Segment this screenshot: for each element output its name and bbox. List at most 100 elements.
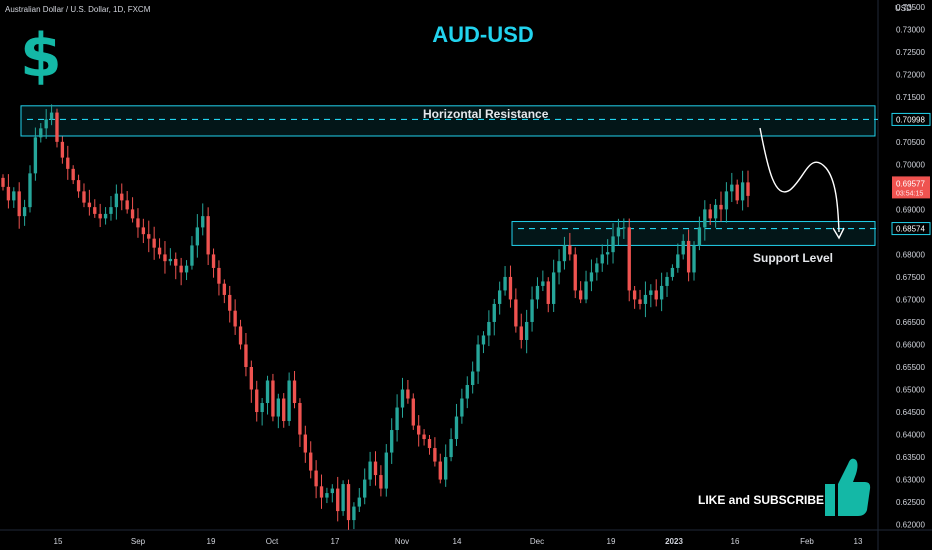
candle-body xyxy=(6,186,11,201)
candle-body xyxy=(217,267,221,284)
y-tick-label: 0.63500 xyxy=(896,453,925,462)
candle-body xyxy=(255,389,259,413)
candle-body xyxy=(98,213,102,219)
candle-body xyxy=(681,240,685,255)
y-tick-label: 0.62500 xyxy=(896,498,925,507)
candle-body xyxy=(487,321,491,336)
candle-body xyxy=(697,227,702,246)
candle-body xyxy=(589,272,594,282)
y-tick-label: 0.66000 xyxy=(896,340,925,349)
candle-body xyxy=(309,452,313,471)
candle-body xyxy=(676,254,680,268)
candle-body xyxy=(465,385,469,399)
candle-body xyxy=(325,493,329,498)
candle-body xyxy=(303,434,307,453)
candle-body xyxy=(12,191,16,201)
support-label: Support Level xyxy=(753,251,834,265)
y-tick-label: 0.66500 xyxy=(896,318,925,327)
candle-body xyxy=(201,216,205,228)
cta-text: LIKE and SUBSCRIBE xyxy=(698,493,825,507)
y-tick-label: 0.67000 xyxy=(896,295,925,304)
candle-body xyxy=(87,202,92,208)
candle-body xyxy=(557,261,561,273)
resistance-label: Horizontal Resistance xyxy=(423,107,549,121)
y-tick-label: 0.73500 xyxy=(896,3,925,12)
x-tick-label: 14 xyxy=(453,537,462,546)
candle-body xyxy=(233,310,237,327)
candle-body xyxy=(163,254,167,262)
candle-body xyxy=(573,254,577,291)
x-tick-label: Nov xyxy=(395,537,409,546)
candle-body xyxy=(530,299,534,322)
candle-body xyxy=(130,209,135,219)
candle-body xyxy=(228,294,232,311)
candle-body xyxy=(206,216,210,255)
candle-body xyxy=(125,200,129,210)
candle-body xyxy=(276,398,280,417)
candle-body xyxy=(44,119,48,129)
candle-body xyxy=(66,157,70,169)
candle-body xyxy=(39,128,43,138)
candle-body xyxy=(568,245,572,255)
thumbs-up-icon xyxy=(825,458,871,516)
candle-body xyxy=(471,371,475,386)
candle-body xyxy=(168,258,173,262)
x-tick-label: 16 xyxy=(731,537,740,546)
candle-body xyxy=(174,258,178,266)
candle-body xyxy=(244,344,248,367)
candle-body xyxy=(271,380,275,417)
candle-body xyxy=(330,488,334,494)
y-tick-label: 0.62000 xyxy=(896,521,925,530)
candle-body xyxy=(390,430,394,453)
candle-body xyxy=(460,398,464,417)
x-tick-label: 2023 xyxy=(665,537,683,546)
candle-body xyxy=(120,193,124,201)
candle-body xyxy=(740,182,745,201)
candle-body xyxy=(141,227,146,235)
candle-body xyxy=(643,294,648,304)
candle-body xyxy=(282,398,286,422)
candle-body xyxy=(384,452,388,489)
candle-body xyxy=(508,276,513,300)
candle-body xyxy=(578,290,583,300)
candle-body xyxy=(265,380,270,404)
candle-body xyxy=(147,234,151,239)
candle-body xyxy=(713,204,718,219)
y-tick-label: 0.63000 xyxy=(896,476,925,485)
candle-body xyxy=(60,141,65,158)
candle-body xyxy=(454,416,459,440)
candle-body xyxy=(584,281,588,300)
candle-body xyxy=(562,245,567,262)
y-tick-label: 0.68000 xyxy=(896,250,925,259)
candle-body xyxy=(341,484,345,512)
candle-body xyxy=(55,112,59,142)
zone-box xyxy=(511,221,876,246)
candle-body xyxy=(665,276,669,286)
candle-body xyxy=(444,457,448,480)
y-tick-label: 0.72000 xyxy=(896,70,925,79)
candle-body xyxy=(222,283,227,295)
zone-box xyxy=(20,105,876,137)
candle-body xyxy=(211,254,216,268)
candle-body xyxy=(157,247,162,255)
candle-body xyxy=(1,177,5,187)
candle-body xyxy=(352,506,356,521)
candle-body xyxy=(595,263,599,273)
candle-body xyxy=(400,389,405,408)
candle-body xyxy=(497,290,502,304)
candle-body xyxy=(638,299,642,304)
candle-body xyxy=(179,265,183,273)
candle-body xyxy=(476,344,480,372)
candle-body xyxy=(33,137,38,174)
y-tick-label: 0.65000 xyxy=(896,386,925,395)
candle-body xyxy=(492,303,496,322)
candle-body xyxy=(417,425,421,435)
dollar-icon: $ xyxy=(20,21,62,91)
candle-body xyxy=(314,470,318,487)
x-tick-label: Sep xyxy=(131,537,146,546)
candle-body xyxy=(546,281,550,304)
price-tag-text: 0.68574 xyxy=(896,225,925,234)
x-tick-label: Feb xyxy=(800,537,814,546)
candle-body xyxy=(368,461,372,480)
